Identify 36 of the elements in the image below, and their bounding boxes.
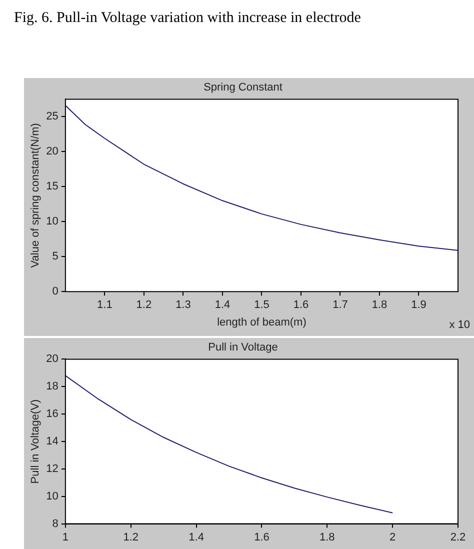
x-tick-label: 1.8 — [319, 531, 335, 544]
y-tick-label: 20 — [46, 353, 58, 366]
y-tick-label: 16 — [46, 408, 58, 420]
y-tick-label: 14 — [46, 436, 58, 448]
x-tick-label: 1.4 — [188, 531, 204, 544]
y-tick-label: 8 — [52, 518, 58, 530]
text: x 10 — [449, 319, 470, 331]
y-tick-label: 12 — [46, 462, 58, 475]
y-tick-label: 20 — [46, 146, 58, 158]
x-tick-label: 1.1 — [97, 299, 112, 312]
x-tick-label: 1.9 — [411, 299, 426, 312]
y-tick-label: 10 — [46, 216, 58, 228]
x-tick-label: 1.8 — [372, 299, 388, 312]
y-tick-label: 0 — [52, 286, 58, 298]
x-tick-label: 2.2 — [450, 531, 466, 544]
x-tick-label: 2 — [390, 531, 396, 544]
y-axis-title: Value of spring constant(N/m) — [30, 123, 42, 268]
y-tick-label: 5 — [52, 250, 58, 263]
x-tick-label: 1.2 — [123, 531, 139, 544]
caption: Fig. 6. Pull-in Voltage variation with increase in electrode — [14, 10, 361, 27]
x-tick-label: 1.3 — [176, 299, 191, 312]
chart-title: Pull in Voltage — [208, 342, 278, 354]
y-tick-label: 15 — [46, 180, 58, 193]
x-axis-title: length of beam(m) — [217, 316, 306, 328]
x-tick-label: 1.4 — [214, 299, 230, 312]
x-tick-label: 1.6 — [293, 299, 309, 312]
y-tick-label: 10 — [46, 490, 58, 502]
chart-title: Spring Constant — [204, 82, 282, 94]
x-tick-label: 1.5 — [254, 299, 270, 312]
x-tick-label: 1 — [62, 531, 68, 544]
x-tick-label: 1.6 — [254, 531, 270, 544]
x-tick-label: 1.7 — [332, 299, 348, 312]
y-tick-label: 25 — [46, 110, 58, 123]
x-tick-label: 1.2 — [136, 299, 152, 312]
y-axis-title: Pull in Voltage(V) — [30, 399, 42, 484]
y-tick-label: 18 — [46, 380, 58, 393]
